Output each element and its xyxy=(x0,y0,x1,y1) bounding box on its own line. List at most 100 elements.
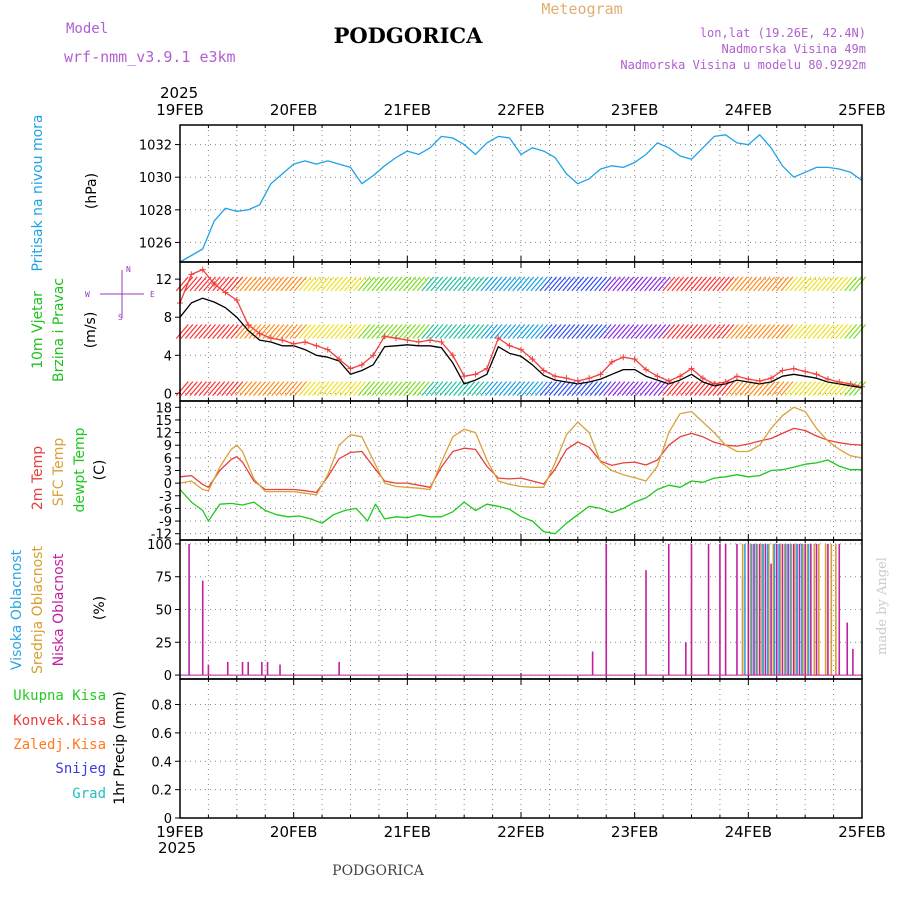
date-tick-bottom: 24FEB xyxy=(725,823,772,841)
temp-label-sfc: SFC Temp xyxy=(51,438,67,507)
precip-legend-entry: Zaledj.Kisa xyxy=(13,737,106,753)
wind-barb xyxy=(753,324,767,339)
wind-barb xyxy=(280,324,294,339)
wind-barb xyxy=(471,381,485,397)
wind-barb xyxy=(389,276,403,292)
wind-barb xyxy=(557,381,571,397)
wind-barb xyxy=(398,276,412,292)
wind-barb xyxy=(253,381,267,397)
wind-barb xyxy=(539,381,553,397)
wind-barb xyxy=(580,276,594,292)
wind-barb xyxy=(753,381,767,397)
wind-barb xyxy=(703,276,717,292)
wind-barb xyxy=(503,276,517,292)
wind-barb xyxy=(835,381,848,397)
y-tick-label: 4 xyxy=(164,349,172,364)
wind-barb xyxy=(516,324,530,339)
gust-marker xyxy=(608,358,615,365)
wind-barb xyxy=(680,324,694,339)
wind-barb xyxy=(594,276,608,292)
wind-barb xyxy=(194,276,207,292)
wind-barb xyxy=(612,324,626,339)
wind-barb xyxy=(703,324,717,339)
wind-barb xyxy=(357,276,371,292)
wind-barb xyxy=(280,381,294,397)
wind-barb xyxy=(412,276,426,292)
wind-barb xyxy=(835,324,848,339)
wind-barb xyxy=(334,276,348,292)
wind-barb xyxy=(466,324,480,339)
wind-barb xyxy=(225,324,239,339)
gust-marker xyxy=(677,373,684,380)
wind-barb xyxy=(725,381,739,397)
wind-barb xyxy=(653,276,667,292)
wind-barb xyxy=(362,276,376,292)
wind-barb xyxy=(421,324,435,339)
series-line xyxy=(179,134,863,263)
wind-barb xyxy=(275,276,289,292)
wind-barb xyxy=(507,381,521,397)
gust-marker xyxy=(472,371,479,378)
wind-barb xyxy=(666,324,680,339)
gust-marker xyxy=(654,373,661,380)
wind-barb xyxy=(566,276,580,292)
wind-barb xyxy=(325,324,339,339)
wind-barb xyxy=(780,276,794,292)
wind-axis-title: 10m Vjetar Brzina i Pravac (m/s) xyxy=(30,278,99,382)
y-tick-label: 9 xyxy=(164,439,172,454)
date-tick-bottom: 21FEB xyxy=(384,823,431,841)
wind-barb xyxy=(757,276,771,292)
wind-barb xyxy=(630,276,644,292)
wind-barb xyxy=(525,324,539,339)
gust-marker xyxy=(665,378,672,385)
precip-label: 1hr Precip (mm) xyxy=(112,691,128,804)
wind-barb xyxy=(594,381,608,397)
wind-barb xyxy=(248,324,262,339)
wind-barb xyxy=(844,324,858,339)
wind-barb xyxy=(853,381,867,397)
wind-barb xyxy=(716,276,730,292)
wind-barb xyxy=(253,276,267,292)
wind-barb xyxy=(484,381,498,397)
gust-marker xyxy=(313,342,320,349)
wind-barb xyxy=(753,276,767,292)
wind-barb xyxy=(475,324,489,339)
wind-barb xyxy=(653,381,667,397)
wind-barb xyxy=(384,276,398,292)
watermark: made by Angel xyxy=(875,557,890,655)
date-tick-top: 21FEB xyxy=(384,101,431,119)
wind-barb xyxy=(321,381,335,397)
wind-barb xyxy=(180,381,194,397)
wind-barb xyxy=(544,276,558,292)
model-name: wrf-nmm_v3.9.1 e3km xyxy=(64,48,236,66)
wind-barb xyxy=(539,276,553,292)
wind-barb xyxy=(735,381,748,397)
gust-marker xyxy=(756,378,763,385)
wind-barb xyxy=(294,276,307,292)
y-tick-label: 6 xyxy=(164,452,172,467)
wind-barb xyxy=(503,324,517,339)
wind-barb xyxy=(621,324,635,339)
wind-barb xyxy=(198,381,212,397)
wind-barb xyxy=(580,381,594,397)
gust-marker xyxy=(199,266,206,273)
wind-barb xyxy=(675,276,689,292)
wind-barb xyxy=(239,276,253,292)
wind-barb xyxy=(585,276,598,292)
wind-barb xyxy=(566,324,580,339)
wind-barb xyxy=(380,276,394,292)
wind-barb xyxy=(716,324,730,339)
y-tick-label: 0.6 xyxy=(151,727,172,742)
wind-barb xyxy=(557,324,571,339)
wind-barb xyxy=(794,381,808,397)
wind-barb xyxy=(744,276,758,292)
date-tick-top: 24FEB xyxy=(725,101,772,119)
wind-barb xyxy=(671,324,685,339)
wind-barb xyxy=(271,324,285,339)
wind-barb xyxy=(548,381,562,397)
wind-barb xyxy=(480,324,494,339)
wind-barb xyxy=(348,276,362,292)
wind-barb xyxy=(316,381,330,397)
wind-barb xyxy=(616,324,630,339)
